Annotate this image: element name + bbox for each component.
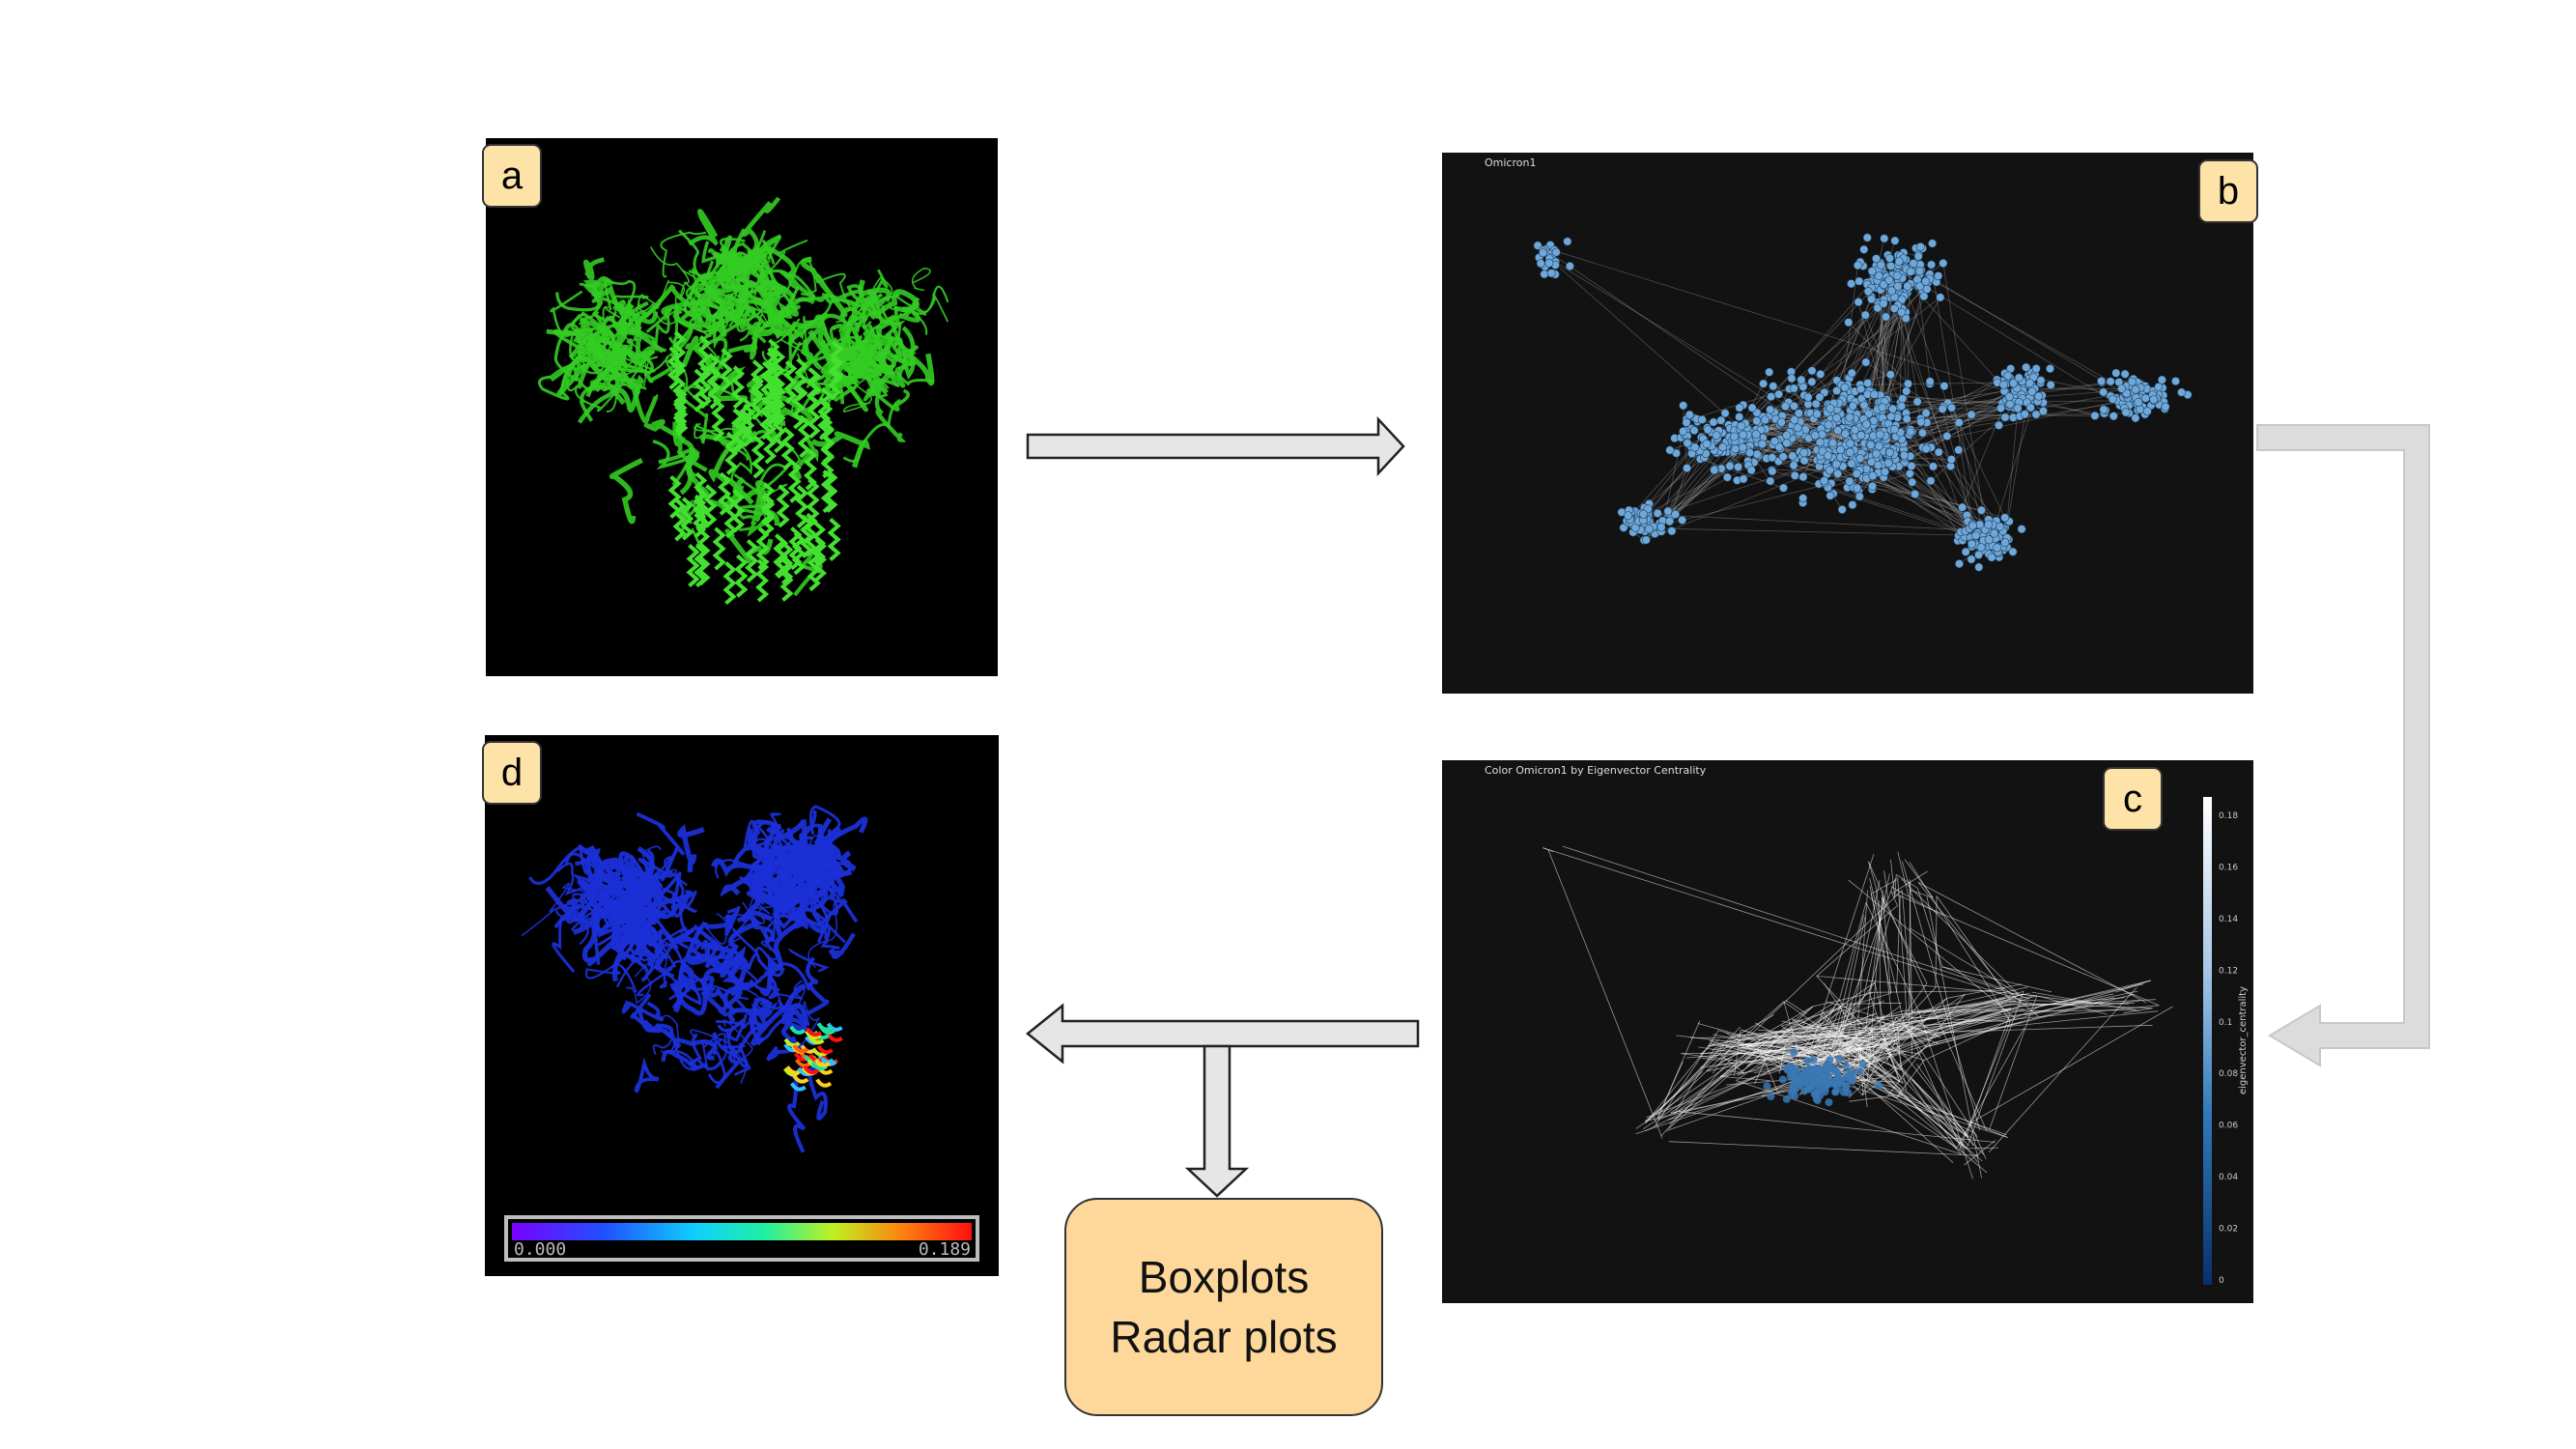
- green-ribbon-strands: [537, 196, 949, 606]
- panel-b-title: Omicron1: [1485, 156, 1537, 169]
- output-box-boxplots-radar: Boxplots Radar plots: [1064, 1198, 1383, 1416]
- badge-a: a: [482, 144, 542, 208]
- panel-c-centrality-graph: Color Omicron1 by Eigenvector Centrality…: [1442, 760, 2253, 1303]
- colorbar-tick-label: 0.08: [2219, 1069, 2238, 1079]
- arrow-down-to-box: [1184, 1044, 1250, 1198]
- panel-a-protein-structure: [486, 138, 998, 676]
- scale-max-label: 0.189: [919, 1239, 971, 1260]
- badge-c: c: [2103, 767, 2163, 831]
- output-box-line1: Boxplots: [1138, 1252, 1310, 1302]
- colorbar-tick-label: 0: [2219, 1276, 2224, 1286]
- protein-ribbon-green: [537, 196, 949, 606]
- panel-b-network-graph: Omicron1: [1442, 153, 2253, 694]
- arrow-c-to-d: [1026, 1003, 1420, 1065]
- colorbar-label: eigenvector_centrality: [2238, 986, 2249, 1094]
- scale-bar-gradient: [512, 1223, 972, 1240]
- network-graph-centrality: 0.18 0.16 0.14 0.12 0.1 0.08 0.06 0.04 0.02 0 eig…: [1543, 797, 2249, 1286]
- colorbar: [2203, 797, 2212, 1285]
- panel-c-title: Color Omicron1 by Eigenvector Centrality: [1485, 764, 1707, 777]
- badge-b: b: [2198, 159, 2258, 223]
- protein-ribbon-blue: 0.000 0.189: [504, 805, 979, 1262]
- panel-d-protein-heatmap: 0.000 0.189: [485, 735, 999, 1276]
- colorbar-tick-label: 0.16: [2219, 863, 2238, 872]
- colorbar-tick-label: 0.06: [2219, 1122, 2238, 1131]
- colorbar-tick-label: 0.02: [2219, 1225, 2238, 1235]
- network-elements: [1533, 233, 2193, 572]
- scale-min-label: 0.000: [514, 1239, 566, 1260]
- colorbar-tick-label: 0.12: [2219, 966, 2238, 976]
- colorbar-tick-label: 0.14: [2219, 915, 2238, 924]
- colorbar-tick-label: 0.18: [2219, 811, 2238, 821]
- colorbar-tick-label: 0.1: [2219, 1018, 2232, 1028]
- arrow-a-to-b: [1026, 415, 1405, 477]
- colorbar-tick-label: 0.04: [2219, 1173, 2238, 1182]
- arrow-b-to-c: [2256, 424, 2430, 1067]
- network-elements: [1543, 845, 2173, 1179]
- output-box-line2: Radar plots: [1110, 1312, 1338, 1362]
- badge-d: d: [482, 741, 542, 805]
- network-graph-blue: [1533, 233, 2193, 572]
